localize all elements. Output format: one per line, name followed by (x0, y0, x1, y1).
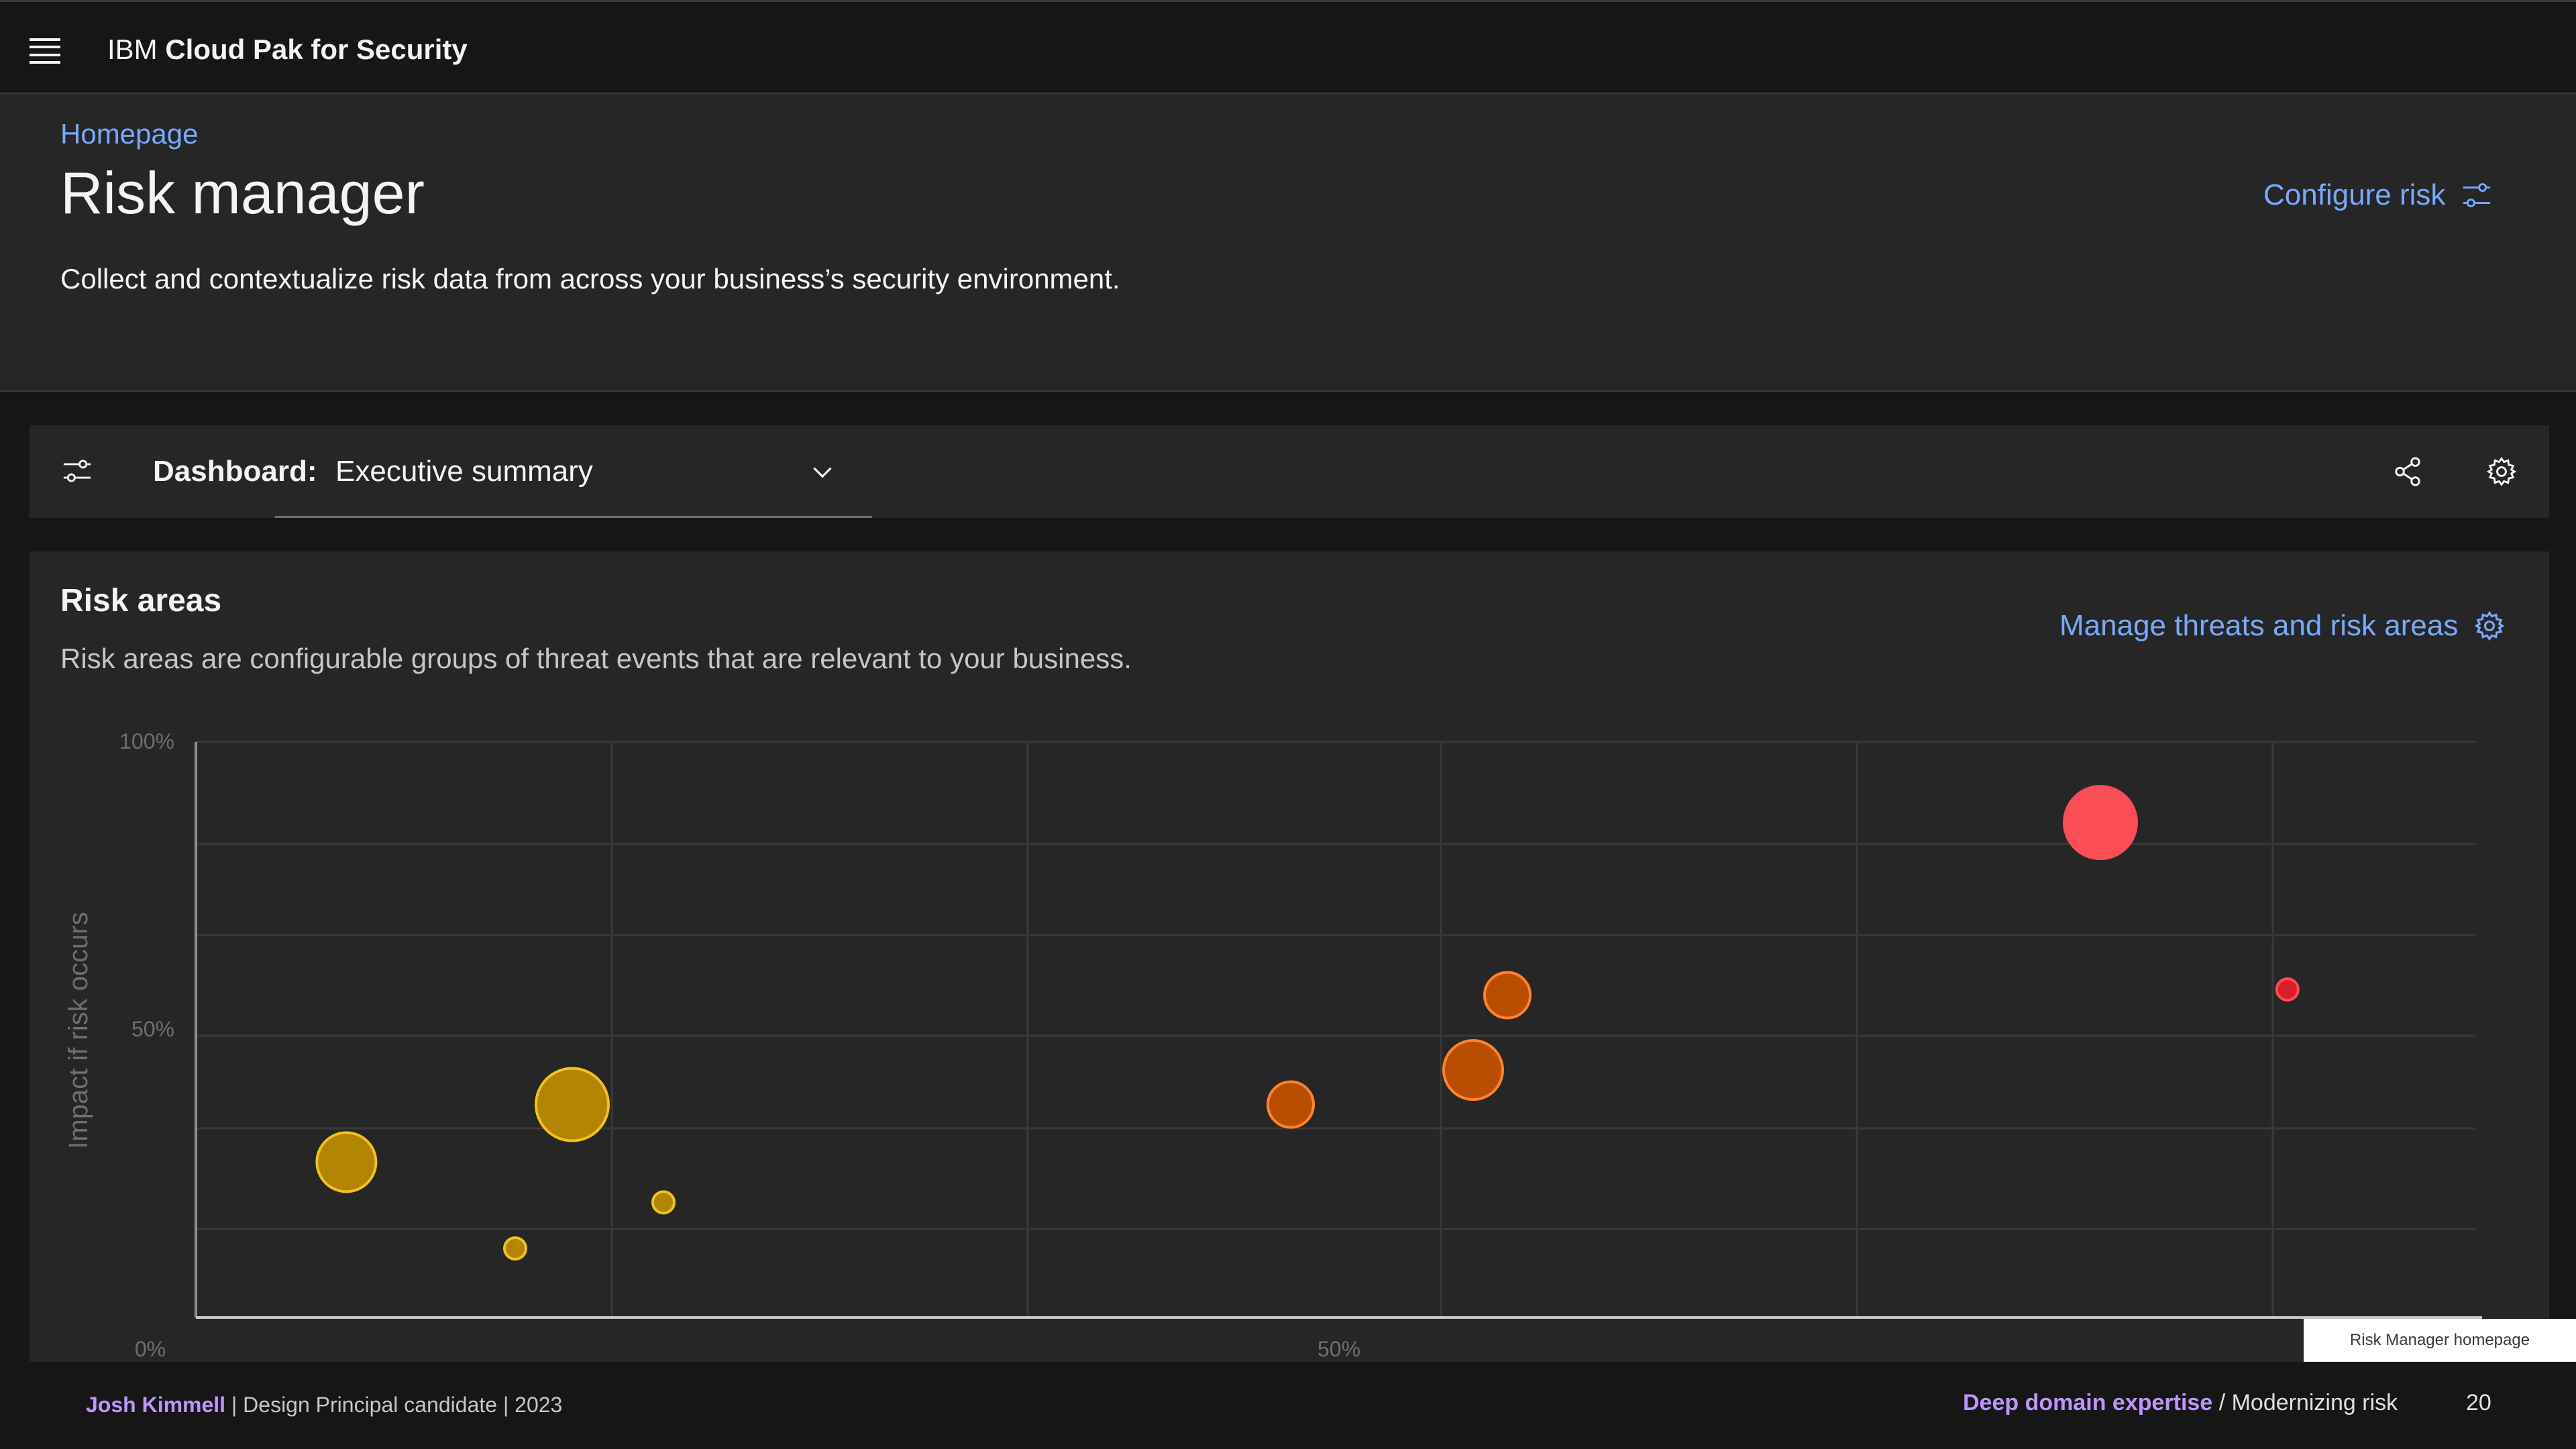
footer-author: Josh Kimmell | Design Principal candidat… (86, 1393, 562, 1417)
dashboard-toolbar: Dashboard: Executive summary (30, 425, 2549, 518)
risk-area-point[interactable] (315, 1131, 378, 1193)
brand-name: Cloud Pak for Security (165, 34, 468, 65)
gear-icon (2474, 610, 2505, 641)
author-meta: | Design Principal candidate | 2023 (225, 1393, 563, 1417)
chart-points (315, 785, 2300, 1261)
page-description: Collect and contextualize risk data from… (60, 263, 1120, 294)
chevron-down-icon (813, 467, 832, 478)
risk-area-point[interactable] (651, 1190, 676, 1215)
risk-area-point[interactable] (1442, 1039, 1504, 1102)
configure-risk-link[interactable]: Configure risk (2263, 178, 2492, 212)
dashboard-label: Dashboard: (153, 455, 317, 488)
manage-threats-link[interactable]: Manage threats and risk areas (2059, 609, 2505, 643)
y-axis-title: Impact if risk occurs (64, 912, 93, 1148)
top-header: IBM Cloud Pak for Security (0, 0, 2576, 94)
section-topic: / Modernizing risk (2212, 1390, 2398, 1415)
author-name: Josh Kimmell (86, 1393, 226, 1417)
product-name[interactable]: IBM Cloud Pak for Security (107, 33, 468, 66)
manage-threats-label: Manage threats and risk areas (2059, 609, 2459, 642)
risk-area-point[interactable] (2275, 977, 2300, 1002)
share-button[interactable] (2388, 452, 2427, 491)
chart-ticks: 50% 100% 0% 50% (119, 729, 1360, 1361)
y-tick-label: 100% (119, 729, 174, 753)
settings-adjust-icon (2463, 183, 2491, 207)
footer-section: Deep domain expertise / Modernizing risk (1963, 1390, 2398, 1416)
risk-areas-panel: Risk areas Risk areas are configurable g… (30, 551, 2549, 1363)
risk-areas-description: Risk areas are configurable groups of th… (60, 643, 1132, 674)
gear-icon (2486, 457, 2517, 486)
x-tick-label: 0% (135, 1337, 166, 1361)
chart-axes (195, 742, 2482, 1319)
slide-footer: Josh Kimmell | Design Principal candidat… (0, 1362, 2576, 1449)
dashboard-selected-value: Executive summary (335, 455, 593, 488)
risk-area-point[interactable] (535, 1067, 610, 1142)
page-number: 20 (2466, 1390, 2491, 1415)
risk-area-point[interactable] (2063, 785, 2138, 861)
risk-scatter-chart: 50% 100% 0% 50% Impact if risk occurs (64, 729, 2482, 1361)
risk-area-point[interactable] (1267, 1080, 1315, 1129)
dashboard-dropdown[interactable]: Executive summary (275, 425, 872, 518)
page-title: Risk manager (60, 160, 425, 226)
risk-area-point[interactable] (503, 1236, 527, 1261)
x-tick-label: 50% (1318, 1337, 1360, 1361)
configure-risk-label: Configure risk (2263, 178, 2446, 211)
share-icon (2395, 457, 2420, 486)
settings-adjust-icon (63, 460, 91, 482)
page-header: Homepage Risk manager Collect and contex… (0, 94, 2576, 392)
hamburger-menu-icon[interactable] (30, 38, 60, 64)
slide-caption: Risk Manager homepage (2304, 1319, 2576, 1362)
section-name: Deep domain expertise (1963, 1390, 2213, 1415)
dashboard-settings-button[interactable] (2482, 452, 2521, 491)
risk-areas-title: Risk areas (60, 583, 222, 619)
brand-prefix: IBM (107, 34, 158, 65)
breadcrumb-homepage[interactable]: Homepage (60, 118, 199, 150)
risk-area-point[interactable] (1483, 971, 1532, 1020)
y-tick-label: 50% (131, 1017, 174, 1041)
